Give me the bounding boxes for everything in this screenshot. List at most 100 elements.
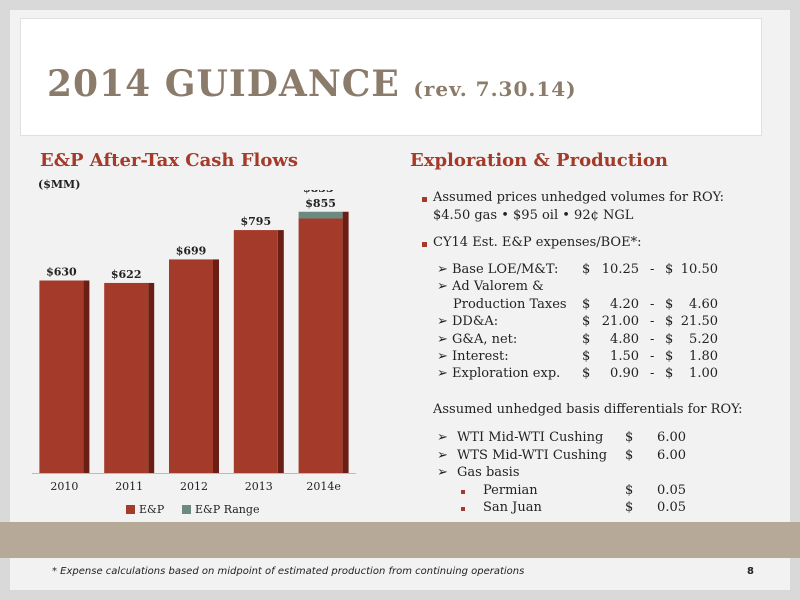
tick-label: 2014e — [306, 480, 341, 493]
arrow-bullet: ➢ — [437, 430, 448, 445]
expense-low: 10.25 — [601, 262, 639, 277]
basis-value: 0.05 — [657, 500, 686, 516]
data-label: $833- — [303, 190, 338, 195]
expense-high: 1.00 — [689, 366, 718, 382]
section-heading: Exploration & Production — [410, 150, 668, 171]
data-label: $795 — [240, 215, 271, 228]
expense-high: 10.50 — [680, 262, 718, 277]
expense-low: 1.50 — [610, 349, 639, 364]
currency-symbol: $ — [582, 314, 591, 330]
currency-symbol: $ — [625, 430, 634, 445]
arrow-bullet: ➢ — [437, 447, 448, 463]
range-dash: - — [650, 349, 655, 364]
data-label: $630 — [46, 266, 77, 279]
sub-bullet-marker — [461, 507, 465, 512]
bar-ep-2010 — [39, 280, 84, 473]
footer-band — [0, 522, 800, 558]
currency-symbol: $ — [625, 447, 634, 463]
expense-high: 5.20 — [689, 331, 718, 347]
currency-symbol: $ — [665, 331, 674, 347]
range-dash: - — [650, 331, 655, 347]
currency-symbol: $ — [582, 366, 591, 382]
title-main: 2014 GUIDANCE — [47, 63, 400, 105]
legend-ep: E&P — [126, 503, 164, 516]
bar-shadow — [83, 280, 90, 473]
arrow-bullet: ➢ — [437, 465, 448, 481]
arrow-bullet: ➢ — [437, 262, 448, 277]
title-revision: (rev. 7.30.14) — [413, 77, 577, 101]
arrow-bullet: ➢ — [437, 279, 448, 295]
tick-label: 2012 — [180, 480, 208, 493]
sub-bullet-marker — [461, 489, 465, 494]
currency-symbol: $ — [582, 296, 591, 312]
chart-units: ($MM) — [38, 178, 81, 191]
currency-symbol: $ — [665, 349, 674, 364]
bar-shadow — [277, 230, 284, 473]
currency-symbol: $ — [582, 349, 591, 364]
bar-range-2014e — [298, 211, 343, 219]
legend-range: E&P Range — [182, 503, 259, 516]
bar-shadow — [148, 282, 155, 473]
range-dash: - — [650, 366, 655, 382]
tick-label: 2011 — [115, 480, 143, 493]
range-dash: - — [650, 314, 655, 330]
currency-symbol: $ — [665, 262, 674, 277]
basis-label: San Juan — [483, 500, 542, 516]
arrow-bullet: ➢ — [437, 331, 448, 347]
currency-symbol: $ — [582, 262, 591, 277]
expense-high: 21.50 — [680, 314, 718, 330]
data-label: $622 — [111, 268, 142, 281]
expense-label: Production Taxes — [453, 296, 567, 312]
bar-ep-2014e — [298, 218, 343, 473]
basis-label: Gas basis — [457, 465, 520, 481]
currency-symbol: $ — [665, 314, 674, 330]
bar-shadow — [213, 259, 219, 473]
tick-label: 2010 — [50, 480, 78, 493]
legend-label-ep: E&P — [139, 503, 165, 516]
currency-symbol: $ — [582, 331, 591, 347]
data-label: $699 — [176, 244, 207, 257]
expense-high: 4.60 — [689, 296, 718, 312]
basis-label: WTI Mid-WTI Cushing — [457, 430, 604, 445]
expense-label: Exploration exp. — [452, 366, 561, 382]
currency-symbol: $ — [625, 500, 634, 516]
bar-shadow — [342, 211, 349, 473]
expense-low: 0.90 — [610, 366, 639, 382]
title-box: 2014 GUIDANCE (rev. 7.30.14) — [20, 18, 762, 136]
basis-intro: Assumed unhedged basis differentials for… — [433, 402, 743, 417]
expense-label: Interest: — [452, 349, 509, 364]
bar-ep-2011 — [104, 282, 149, 473]
expense-high: 1.80 — [689, 349, 718, 364]
arrow-bullet: ➢ — [437, 349, 448, 364]
footnote: * Expense calculations based on midpoint… — [52, 566, 525, 577]
tick-label: 2013 — [245, 480, 273, 493]
bullet-expenses: CY14 Est. E&P expenses/BOE*: — [433, 235, 642, 250]
expense-low: 4.20 — [610, 296, 639, 312]
data-label: $855 — [305, 197, 336, 210]
cash-flow-chart: $630 2010 $622 2011 $699 2012 $795 2013 $833- $85… — [32, 190, 356, 493]
arrow-bullet: ➢ — [437, 314, 448, 330]
basis-value: 6.00 — [657, 447, 686, 463]
page-title: 2014 GUIDANCE (rev. 7.30.14) — [47, 63, 577, 105]
bar-ep-2013 — [233, 230, 278, 473]
legend-swatch-range — [182, 505, 191, 514]
expense-label: DD&A: — [452, 314, 499, 330]
basis-value: 6.00 — [657, 430, 686, 445]
legend-label-range: E&P Range — [195, 503, 260, 516]
chart-heading: E&P After-Tax Cash Flows — [40, 150, 298, 171]
bullet-prices-line1: Assumed prices unhedged volumes for ROY: — [433, 190, 724, 205]
currency-symbol: $ — [665, 366, 674, 382]
basis-value: 0.05 — [657, 482, 686, 498]
basis-label: Permian — [483, 482, 538, 498]
basis-label: WTS Mid-WTI Cushing — [457, 447, 608, 463]
expense-label: Base LOE/M&T: — [452, 262, 559, 277]
bar-ep-2012 — [169, 259, 213, 473]
legend-swatch-ep — [126, 505, 135, 514]
expense-label: G&A, net: — [452, 331, 518, 347]
currency-symbol: $ — [665, 296, 674, 312]
bullet-marker — [422, 197, 427, 202]
arrow-bullet: ➢ — [437, 366, 448, 382]
bullet-marker — [422, 242, 427, 247]
expense-low: 4.80 — [610, 331, 639, 347]
currency-symbol: $ — [625, 482, 634, 498]
